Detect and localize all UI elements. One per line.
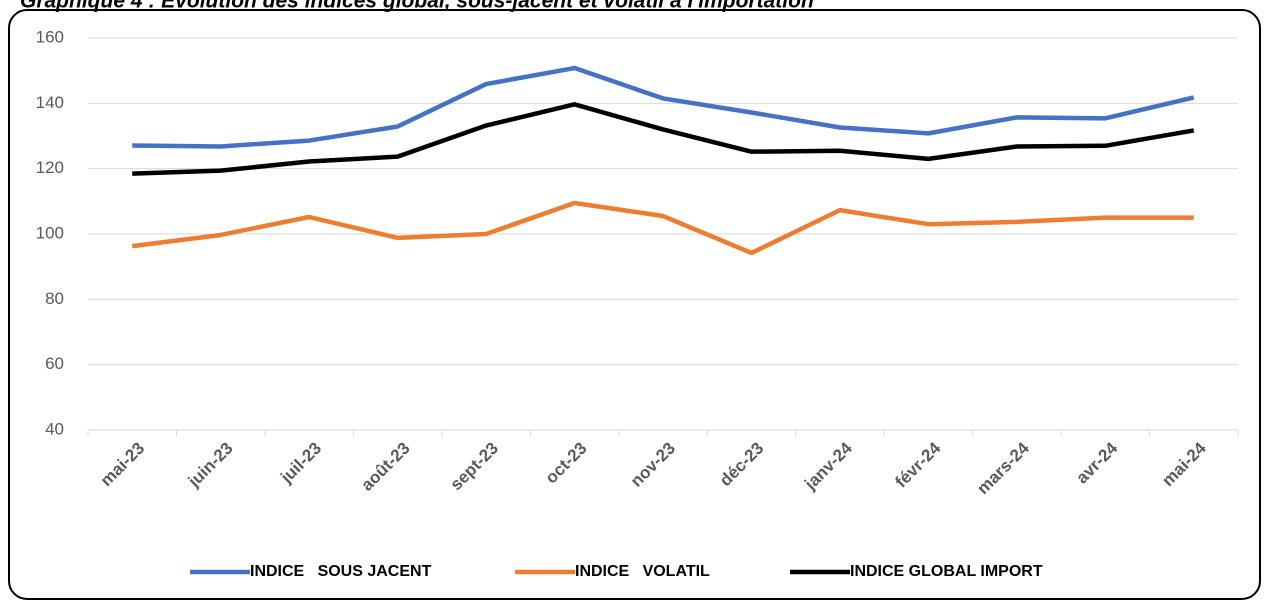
y-tick-label: 80 [45, 289, 64, 308]
legend-label: INDICE GLOBAL IMPORT [850, 563, 1043, 580]
series-line [132, 102, 1195, 176]
y-tick-label: 160 [36, 27, 64, 46]
y-tick-label: 120 [36, 158, 64, 177]
legend-label: INDICE SOUS JACENT [250, 563, 432, 580]
series-line [132, 65, 1195, 149]
chart-frame [8, 9, 1261, 600]
y-tick-label: 60 [45, 354, 64, 373]
y-tick-label: 100 [36, 223, 64, 242]
series-line [131, 200, 1194, 256]
legend-label: INDICE VOLATIL [575, 563, 710, 580]
chart-title: Graphique 4 : Evolution des indices glob… [20, 0, 814, 13]
y-tick-label: 40 [45, 419, 64, 438]
y-tick-label: 140 [36, 93, 64, 112]
